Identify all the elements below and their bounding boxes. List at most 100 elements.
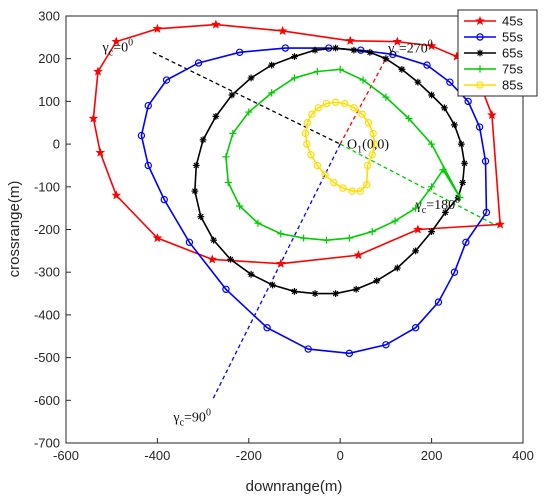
data-point bbox=[336, 65, 344, 73]
data-point bbox=[331, 98, 340, 106]
data-point bbox=[247, 270, 255, 278]
data-point bbox=[459, 179, 467, 186]
legend-label: 45s bbox=[502, 14, 523, 29]
data-point bbox=[382, 55, 390, 63]
data-point bbox=[330, 178, 338, 187]
data-point bbox=[440, 104, 448, 112]
legend-label: 55s bbox=[502, 30, 523, 45]
data-point bbox=[345, 35, 356, 45]
data-point bbox=[428, 91, 435, 99]
legend-label: 75s bbox=[502, 62, 523, 77]
data-point bbox=[228, 91, 236, 99]
x-tick-label: 400 bbox=[512, 448, 534, 463]
data-point bbox=[345, 349, 354, 358]
data-point bbox=[229, 129, 237, 138]
plot-area bbox=[66, 16, 523, 443]
x-tick-label: -400 bbox=[144, 448, 170, 463]
y-tick-label: -200 bbox=[34, 222, 60, 237]
data-point bbox=[212, 112, 220, 120]
data-point bbox=[211, 19, 221, 29]
data-point bbox=[247, 74, 255, 82]
gamma-c-180-guide bbox=[339, 143, 496, 226]
data-point bbox=[393, 264, 401, 272]
data-point bbox=[450, 268, 459, 276]
data-point bbox=[277, 230, 285, 238]
data-point bbox=[364, 119, 373, 127]
data-point bbox=[207, 254, 218, 264]
annotation-gamma-270: γc=2700 bbox=[387, 38, 433, 59]
data-point bbox=[356, 187, 365, 195]
data-point bbox=[412, 204, 420, 212]
data-point bbox=[268, 89, 276, 97]
data-point bbox=[439, 166, 447, 174]
data-point bbox=[363, 161, 372, 170]
data-point bbox=[276, 258, 286, 268]
data-point bbox=[426, 40, 437, 50]
data-point bbox=[304, 345, 312, 353]
data-point bbox=[160, 195, 168, 204]
series-85s bbox=[301, 98, 379, 195]
data-point bbox=[332, 290, 340, 297]
data-point bbox=[210, 236, 218, 244]
annotations: γc=00 γc=2700 γc=1800 γc=900 O1(0,0) bbox=[102, 37, 461, 428]
legend-entry-75s: 75s bbox=[464, 62, 523, 77]
y-tick-label: -300 bbox=[34, 265, 60, 280]
x-tick-label: 0 bbox=[337, 448, 344, 463]
y-tick-label: 300 bbox=[38, 9, 60, 24]
y-tick-label: -700 bbox=[34, 436, 60, 451]
data-point bbox=[405, 114, 413, 123]
data-point bbox=[263, 324, 271, 332]
data-point bbox=[152, 233, 163, 243]
y-tick-label: 100 bbox=[38, 94, 60, 109]
data-point bbox=[222, 285, 230, 293]
legend-entry-55s: 55s bbox=[464, 30, 523, 45]
series-line-55s bbox=[140, 47, 488, 355]
legend-entry-65s: 65s bbox=[464, 46, 523, 61]
data-point bbox=[152, 23, 163, 33]
data-point bbox=[313, 161, 322, 170]
data-point bbox=[482, 208, 491, 217]
data-point bbox=[137, 131, 146, 140]
data-point bbox=[321, 171, 329, 179]
data-point bbox=[434, 298, 443, 306]
data-point bbox=[370, 140, 379, 148]
data-point bbox=[314, 104, 322, 112]
data-point bbox=[88, 113, 99, 123]
data-point bbox=[199, 136, 207, 144]
data-point bbox=[495, 219, 505, 229]
data-point bbox=[281, 44, 290, 52]
data-point bbox=[303, 140, 311, 148]
data-point bbox=[481, 157, 490, 165]
data-point bbox=[291, 53, 298, 60]
data-point bbox=[353, 250, 364, 260]
data-point bbox=[368, 228, 376, 236]
data-point bbox=[144, 101, 152, 110]
y-axis-label: crossrange(m) bbox=[6, 181, 23, 278]
x-tick-label: 200 bbox=[421, 448, 443, 463]
data-point bbox=[391, 217, 399, 225]
data-point bbox=[411, 324, 420, 332]
data-point bbox=[457, 140, 465, 148]
data-point bbox=[322, 99, 331, 108]
data-point bbox=[352, 285, 360, 293]
data-point bbox=[311, 46, 319, 54]
data-point bbox=[359, 76, 367, 84]
data-point bbox=[358, 110, 366, 118]
annotation-gamma-0: γc=00 bbox=[102, 37, 134, 58]
data-point bbox=[308, 110, 316, 118]
data-point bbox=[269, 281, 276, 289]
data-point bbox=[307, 151, 315, 159]
data-point bbox=[185, 238, 194, 247]
data-point bbox=[290, 74, 299, 82]
data-point bbox=[301, 129, 310, 138]
y-tick-label: -600 bbox=[34, 393, 60, 408]
legend-marker bbox=[476, 81, 484, 89]
data-point bbox=[291, 288, 298, 295]
data-point bbox=[392, 36, 403, 46]
data-point bbox=[451, 121, 458, 129]
data-point bbox=[245, 108, 253, 116]
legend-marker bbox=[476, 49, 484, 57]
data-point bbox=[366, 48, 374, 56]
data-point bbox=[224, 178, 232, 187]
series-group bbox=[88, 19, 505, 358]
